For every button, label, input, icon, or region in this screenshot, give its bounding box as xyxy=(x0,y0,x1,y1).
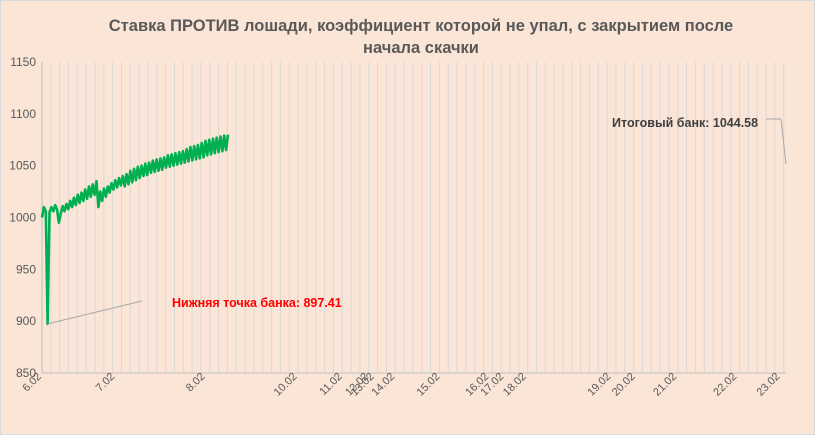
x-tick-label: 21.02 xyxy=(651,371,679,399)
y-tick-label: 1050 xyxy=(9,159,36,173)
y-tick-label: 950 xyxy=(16,262,36,276)
x-tick-label: 15.02 xyxy=(414,371,442,399)
final-bank-leader-line-2 xyxy=(780,118,787,165)
y-tick-label: 1150 xyxy=(10,55,36,69)
y-tick-label: 850 xyxy=(16,366,36,380)
x-tick-label: 20.02 xyxy=(610,371,638,399)
x-tick-label: 10.02 xyxy=(272,371,300,399)
x-tick-label: 18.02 xyxy=(501,371,529,399)
x-tick-label: 23.02 xyxy=(755,371,783,399)
y-tick-label: 900 xyxy=(16,314,36,328)
series-line xyxy=(40,134,230,326)
x-tick-label: 11.02 xyxy=(317,371,344,398)
low-point-label: Нижняя точка банка: 897.41 xyxy=(172,296,342,310)
x-tick-label: 14.02 xyxy=(369,371,397,399)
chart-title: Ставка ПРОТИВ лошади, коэффициент которо… xyxy=(108,17,734,57)
low-point-leader-line xyxy=(47,300,143,325)
y-tick-label: 1100 xyxy=(10,107,36,121)
x-tick-label: 19.02 xyxy=(585,371,613,399)
final-bank-label: Итоговый банк: 1044.58 xyxy=(612,116,758,130)
y-tick-label: 1000 xyxy=(9,211,36,225)
x-tick-label: 8.02 xyxy=(184,371,208,395)
x-tick-label: 7.02 xyxy=(94,371,118,395)
x-tick-label: 22.02 xyxy=(711,371,739,399)
